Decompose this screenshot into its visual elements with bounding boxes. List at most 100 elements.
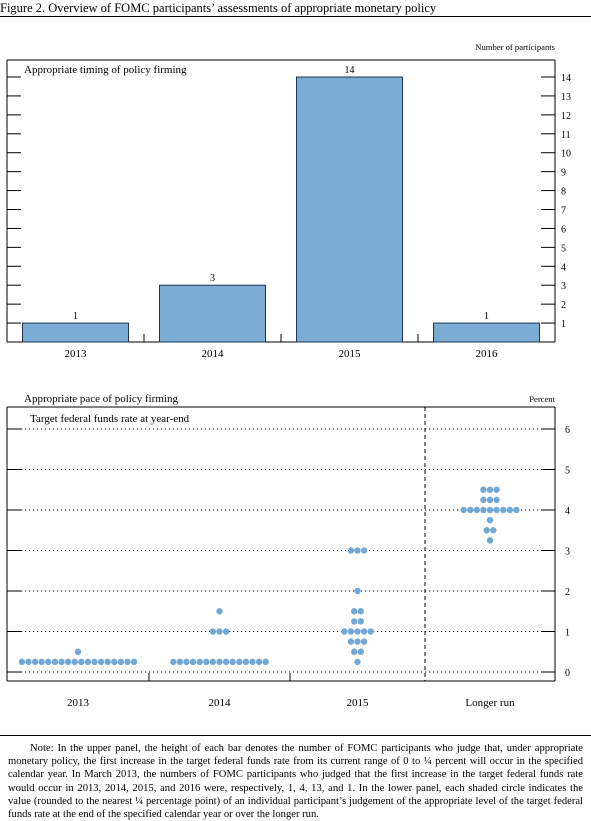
dot-2015 — [347, 628, 355, 635]
bar-y-tick-label: 8 — [561, 187, 566, 198]
dot-2014 — [189, 658, 197, 666]
dot-2013 — [104, 658, 111, 666]
bar-x-tick-label: 2013 — [65, 348, 88, 360]
dot-2014 — [249, 658, 256, 666]
dot-2013 — [45, 658, 52, 666]
dot-2013 — [124, 658, 131, 666]
dot-longer-run — [490, 527, 497, 534]
dot-2014 — [216, 608, 223, 615]
dot-2014 — [209, 628, 217, 635]
bar-2015 — [296, 76, 403, 343]
dot-longer-run — [483, 527, 490, 534]
dot-2014 — [222, 628, 230, 635]
dot-x-tick-label: 2014 — [209, 697, 232, 709]
dot-y-tick-label: 4 — [565, 506, 570, 517]
bar-y-tick-label: 1 — [561, 319, 566, 330]
dot-2013 — [130, 658, 138, 666]
dot-longer-run — [506, 506, 513, 514]
bar-2014 — [159, 284, 266, 343]
dot-2015 — [360, 547, 368, 554]
dot-longer-run — [480, 496, 487, 504]
dot-2014 — [176, 658, 184, 666]
dot-2014 — [183, 658, 190, 666]
dot-2015 — [354, 628, 361, 635]
bar-y-tick-label: 11 — [561, 130, 571, 141]
dot-2013 — [111, 658, 118, 666]
dot-2013 — [25, 658, 32, 666]
dot-2013 — [51, 658, 59, 666]
dot-2015 — [351, 608, 358, 615]
dot-longer-run — [486, 506, 494, 514]
dot-longer-run — [500, 506, 507, 514]
dot-2015 — [354, 658, 361, 666]
dot-longer-run — [480, 506, 487, 514]
dot-2015 — [347, 547, 355, 554]
dot-x-tick-label: Longer run — [465, 697, 515, 709]
dot-2015 — [357, 648, 364, 655]
dot-2015 — [354, 638, 361, 645]
dot-2014 — [216, 628, 223, 635]
bar-data-label: 3 — [210, 273, 215, 284]
dot-2015 — [357, 618, 364, 625]
dot-chart-title: Appropriate pace of policy firming — [24, 393, 178, 405]
dot-2014 — [209, 658, 217, 666]
dot-unit-label: Percent — [529, 394, 555, 404]
dot-2014 — [236, 658, 243, 666]
bar-x-tick-label: 2014 — [202, 348, 225, 360]
dot-2014 — [255, 658, 263, 666]
dot-2013 — [91, 658, 98, 666]
dot-2015 — [360, 638, 368, 645]
dot-2015 — [351, 648, 358, 655]
figure-title: Figure 2. Overview of FOMC participants’… — [0, 1, 437, 15]
bar-data-label: 1 — [484, 311, 489, 322]
dot-2014 — [170, 658, 177, 666]
dot-longer-run — [486, 537, 494, 544]
dot-longer-run — [513, 506, 520, 514]
bar-y-tick-label: 4 — [561, 262, 566, 273]
dot-2013 — [71, 658, 78, 666]
dot-longer-run — [493, 496, 500, 504]
dot-2014 — [242, 658, 250, 666]
dot-2014 — [216, 658, 223, 666]
dot-longer-run — [467, 506, 474, 514]
dot-y-tick-label: 2 — [565, 587, 570, 598]
dot-2014 — [222, 658, 230, 666]
dot-2014 — [229, 658, 236, 666]
bar-y-tick-label: 3 — [561, 281, 566, 292]
dot-2013 — [64, 658, 72, 666]
bar-y-tick-label: 6 — [561, 224, 566, 235]
dot-longer-run — [480, 486, 487, 493]
bar-y-tick-label: 5 — [561, 243, 566, 254]
dot-2015 — [354, 587, 361, 595]
bar-unit-label: Number of participants — [475, 42, 555, 52]
dot-2013 — [74, 648, 82, 655]
dot-x-tick-label: 2013 — [67, 697, 90, 709]
dot-chart-subtitle: Target federal funds rate at year-end — [30, 413, 190, 425]
note-rule — [0, 735, 591, 736]
dot-2015 — [367, 628, 374, 635]
dot-y-tick-label: 5 — [565, 466, 570, 477]
bar-2013 — [22, 322, 129, 343]
bar-y-tick-label: 10 — [561, 149, 571, 160]
bar-y-tick-label: 7 — [561, 206, 566, 217]
dot-x-tick-label: 2015 — [347, 697, 370, 709]
dot-longer-run — [486, 496, 494, 504]
dot-longer-run — [486, 486, 494, 493]
bar-y-tick-label: 2 — [561, 300, 566, 311]
bar-y-tick-label: 13 — [561, 92, 571, 103]
bar-y-tick-label: 14 — [561, 73, 571, 84]
bar-x-tick-label: 2015 — [339, 348, 362, 360]
dot-2013 — [38, 658, 45, 666]
dot-y-tick-label: 3 — [565, 547, 570, 558]
figure-charts: Number of participants Appropriate timing… — [6, 42, 571, 709]
dot-2013 — [84, 658, 92, 666]
dot-2013 — [97, 658, 105, 666]
dot-2015 — [351, 618, 358, 625]
dot-longer-run — [486, 516, 494, 524]
dot-2015 — [347, 638, 355, 645]
dot-2015 — [360, 628, 368, 635]
dot-y-tick-label: 6 — [565, 425, 570, 436]
dot-2015 — [341, 628, 348, 635]
bar-x-tick-label: 2016 — [476, 348, 499, 360]
dot-longer-run — [460, 506, 467, 514]
